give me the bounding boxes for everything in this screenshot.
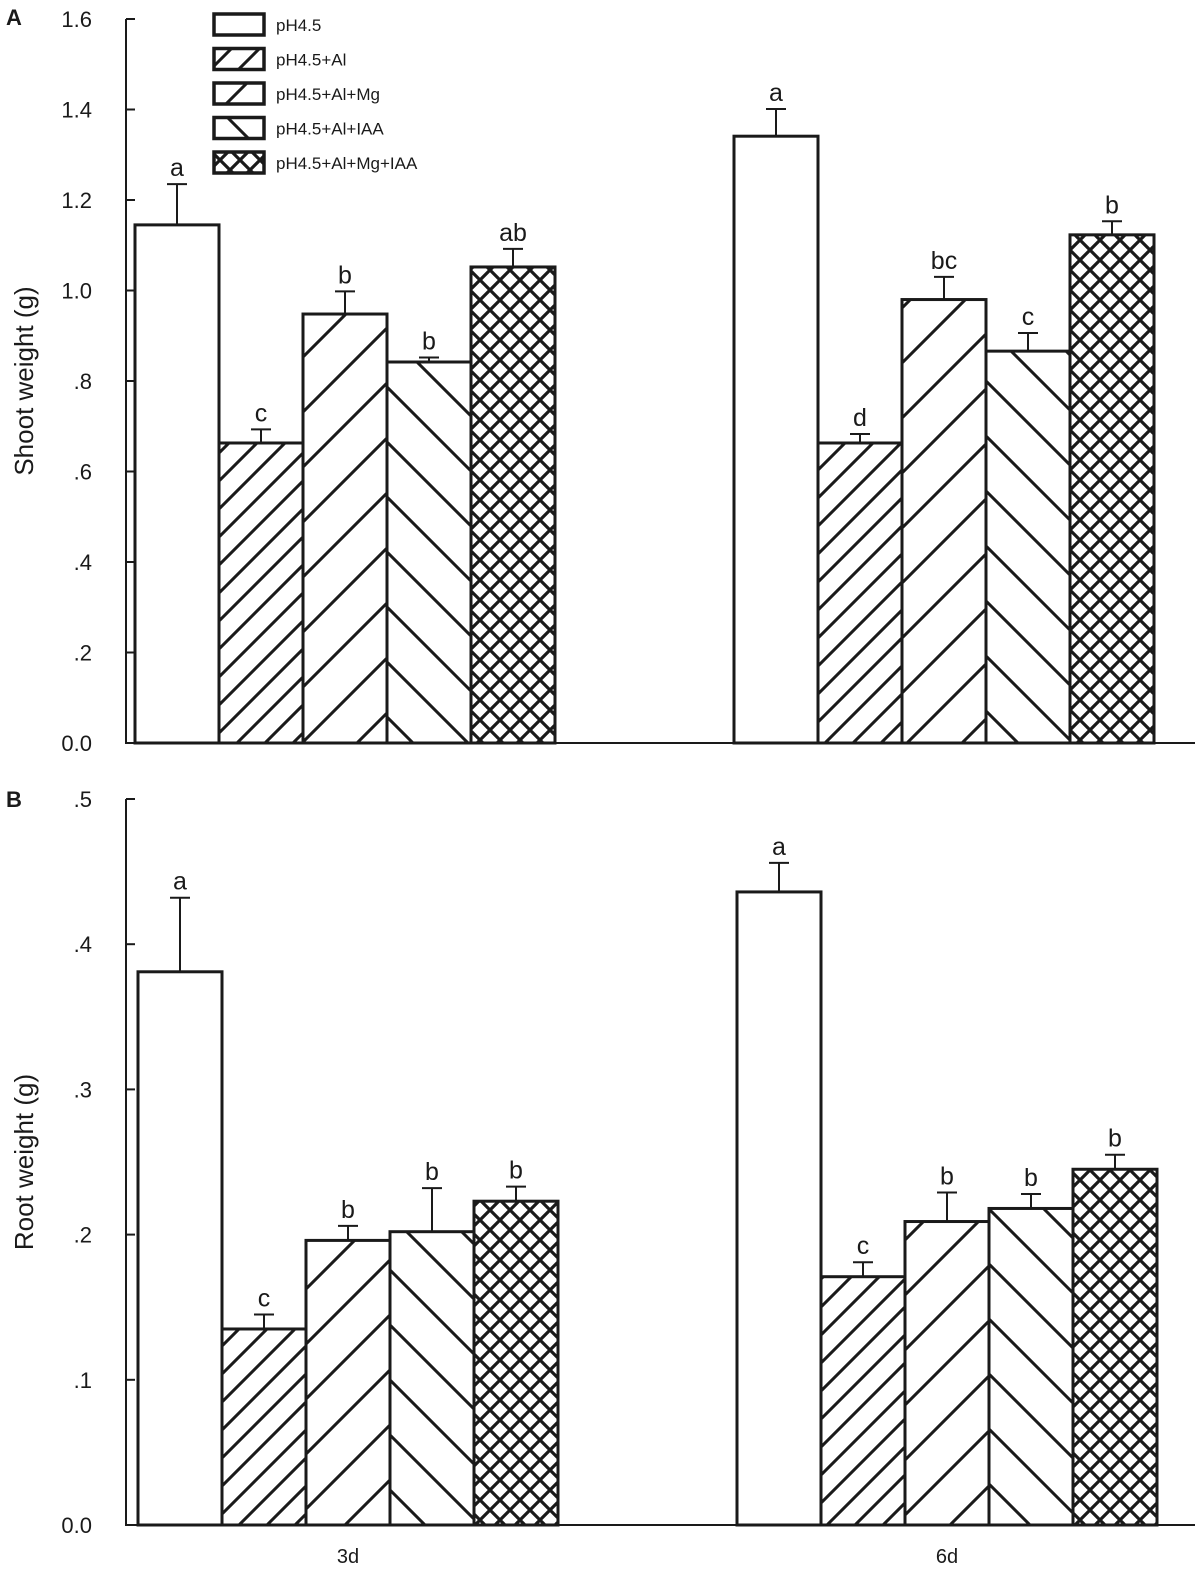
significance-label: bc [931,247,957,275]
bar-ph4-5-al-mg-iaa-3d [472,1199,560,1527]
bar-ph4-5-6d [732,134,820,745]
y-tick-label: .2 [74,1223,92,1248]
significance-label: d [853,404,867,432]
significance-label: b [1108,1125,1122,1153]
y-tick-label: 1.2 [61,188,92,213]
legend: pH4.5 pH4.5+Al pH4.5+Al+Mg pH4.5+Al+IAA pH4.… [212,12,418,175]
bar-ph4-5-al-iaa-3d [385,360,473,745]
significance-label: b [422,327,436,355]
legend-label: pH4.5 [276,16,321,35]
significance-label: b [1024,1164,1038,1192]
y-tick-label: 1.0 [61,279,92,304]
bar-ph4-5-al-mg-3d [301,312,389,745]
significance-label: c [258,1284,271,1312]
y-tick-label: 1.6 [61,7,92,32]
bar-ph4-5-al-mg-iaa-3d [469,265,557,745]
x-category-label: 3d [337,1546,359,1568]
y-tick-label: .4 [74,932,92,957]
significance-label: b [425,1158,439,1186]
bar-ph4-5-al-mg-3d [304,1238,392,1527]
bar-ph4-5-al-iaa-3d [388,1230,476,1527]
legend-swatch [212,150,266,175]
x-category-label: 6d [936,1546,958,1568]
y-axis-title-a: Shoot weight (g) [9,286,39,475]
y-tick-label: .4 [74,550,92,575]
significance-label: c [255,399,268,427]
legend-swatch [212,12,266,37]
y-tick-label: .5 [74,787,92,812]
bar-ph4-5-al-3d [220,1327,308,1527]
y-tick-label: .6 [74,460,92,485]
significance-label: b [338,261,352,289]
significance-label: b [509,1157,523,1185]
bar-ph4-5-al-mg-iaa-6d [1068,233,1156,745]
significance-label: a [173,868,187,896]
y-tick-label: 0.0 [61,731,92,756]
y-tick-label: .8 [74,369,92,394]
significance-label: a [769,79,783,107]
bar-ph4-5-al-6d [819,1275,907,1527]
significance-label: a [170,154,184,182]
panel-label-a: A [6,5,22,30]
y-tick-label: 0.0 [61,1513,92,1538]
legend-swatch [212,46,266,72]
panel-b-plot: 0.0 .1 .2 .3 .4 .5 a c b b b 3d a c b b b 6d [61,787,1195,1568]
legend-label: pH4.5+Al+Mg+IAA [276,154,418,173]
bar-ph4-5-al-iaa-6d [987,1206,1075,1527]
legend-swatch [212,115,266,141]
significance-label: c [857,1232,870,1260]
significance-label: b [341,1196,355,1224]
significance-label: b [1105,191,1119,219]
significance-label: c [1022,303,1035,331]
bar-ph4-5-al-mg-iaa-6d [1071,1167,1159,1527]
bar-ph4-5-3d [136,970,224,1527]
y-axis-title-b: Root weight (g) [9,1074,39,1250]
y-tick-label: .2 [74,641,92,666]
bar-ph4-5-6d [735,890,823,1527]
bar-ph4-5-al-iaa-6d [984,349,1072,745]
panel-label-b: B [6,787,22,812]
y-tick-label: 1.4 [61,98,92,123]
significance-label: ab [499,219,527,247]
bar-ph4-5-al-6d [816,441,904,745]
legend-label: pH4.5+Al+Mg [276,85,380,104]
legend-label: pH4.5+Al+IAA [276,120,384,139]
legend-swatch [212,81,266,106]
y-tick-label: .1 [74,1368,92,1393]
bar-ph4-5-al-3d [217,441,305,745]
bar-ph4-5-al-mg-6d [903,1220,991,1527]
significance-label: a [772,833,786,861]
legend-label: pH4.5+Al [276,51,346,70]
significance-label: b [940,1162,954,1190]
bar-ph4-5-al-mg-6d [900,298,988,745]
panel-a-plot: 0.0 .2 .4 .6 .8 1.0 1.2 1.4 1.6 a c b b ab a d bc c b [61,7,1195,756]
y-tick-label: .3 [74,1077,92,1102]
bar-ph4-5-3d [133,223,221,745]
